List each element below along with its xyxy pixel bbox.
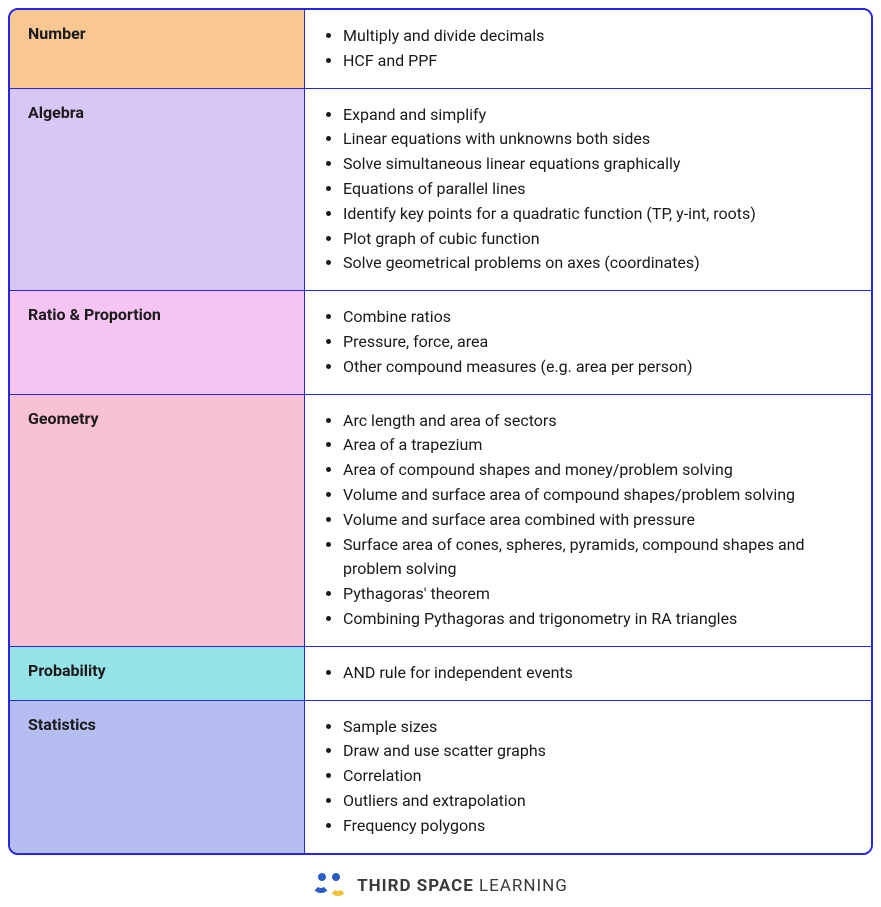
list-item: Solve geometrical problems on axes (coor… <box>343 251 853 276</box>
topic-cell: Geometry <box>10 395 305 646</box>
list-item: Multiply and divide decimals <box>343 24 853 49</box>
list-item: Identify key points for a quadratic func… <box>343 202 853 227</box>
content-cell: AND rule for independent events <box>305 647 871 700</box>
list-item: Area of a trapezium <box>343 433 853 458</box>
table-row: Probability AND rule for independent even… <box>10 646 871 700</box>
list-item: Combining Pythagoras and trigonometry in… <box>343 607 853 632</box>
content-cell: Multiply and divide decimalsHCF and PPF <box>305 10 871 88</box>
list-item: Outliers and extrapolation <box>343 789 853 814</box>
table-row: GeometryArc length and area of sectorsAr… <box>10 394 871 646</box>
list-item: Linear equations with unknowns both side… <box>343 127 853 152</box>
table-row: StatisticsSample sizesDraw and use scatt… <box>10 700 871 853</box>
list-item: Solve simultaneous linear equations grap… <box>343 152 853 177</box>
content-cell: Combine ratiosPressure, force, areaOther… <box>305 291 871 393</box>
list-item: Combine ratios <box>343 305 853 330</box>
item-list: Combine ratiosPressure, force, areaOther… <box>315 305 853 379</box>
table-row: AlgebraExpand and simplifyLinear equatio… <box>10 88 871 291</box>
topic-cell: Statistics <box>10 701 305 853</box>
content-cell: Expand and simplifyLinear equations with… <box>305 89 871 291</box>
table-row: NumberMultiply and divide decimalsHCF an… <box>10 10 871 88</box>
content-cell: Arc length and area of sectorsArea of a … <box>305 395 871 646</box>
topic-cell: Number <box>10 10 305 88</box>
topic-cell: Algebra <box>10 89 305 291</box>
list-item: Pressure, force, area <box>343 330 853 355</box>
list-item: Arc length and area of sectors <box>343 409 853 434</box>
topic-cell: Ratio & Proportion <box>10 291 305 393</box>
list-item: Correlation <box>343 764 853 789</box>
item-list: Arc length and area of sectorsArea of a … <box>315 409 853 632</box>
list-item: Equations of parallel lines <box>343 177 853 202</box>
footer-brand: THIRD SPACE LEARNING <box>8 873 873 899</box>
list-item: Other compound measures (e.g. area per p… <box>343 355 853 380</box>
content-cell: Sample sizesDraw and use scatter graphsC… <box>305 701 871 853</box>
item-list: Sample sizesDraw and use scatter graphsC… <box>315 715 853 839</box>
list-item: Sample sizes <box>343 715 853 740</box>
list-item: Volume and surface area of compound shap… <box>343 483 853 508</box>
list-item: HCF and PPF <box>343 49 853 74</box>
list-item: Pythagoras' theorem <box>343 582 853 607</box>
list-item: Expand and simplify <box>343 103 853 128</box>
brand-logo-icon <box>313 873 347 899</box>
item-list: Expand and simplifyLinear equations with… <box>315 103 853 277</box>
list-item: Frequency polygons <box>343 814 853 839</box>
list-item: Volume and surface area combined with pr… <box>343 508 853 533</box>
list-item: Draw and use scatter graphs <box>343 739 853 764</box>
brand-bold: THIRD SPACE <box>357 876 474 896</box>
item-list: AND rule for independent events <box>315 661 853 686</box>
list-item: Area of compound shapes and money/proble… <box>343 458 853 483</box>
topic-cell: Probability <box>10 647 305 700</box>
topics-table: NumberMultiply and divide decimalsHCF an… <box>8 8 873 855</box>
brand-text: THIRD SPACE LEARNING <box>357 876 568 896</box>
item-list: Multiply and divide decimalsHCF and PPF <box>315 24 853 74</box>
list-item: Plot graph of cubic function <box>343 227 853 252</box>
list-item: Surface area of cones, spheres, pyramids… <box>343 533 853 583</box>
list-item: AND rule for independent events <box>343 661 853 686</box>
table-row: Ratio & ProportionCombine ratiosPressure… <box>10 290 871 393</box>
brand-light: LEARNING <box>474 876 568 896</box>
